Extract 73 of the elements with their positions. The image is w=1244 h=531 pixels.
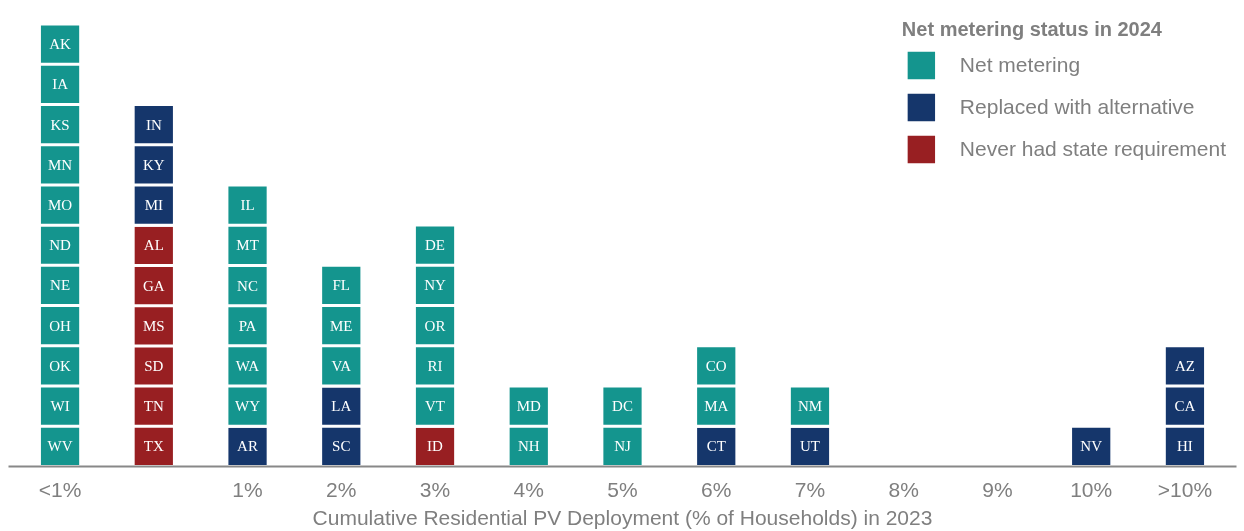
x-tick-label: >10% — [1157, 477, 1213, 501]
legend-label: Never had state requirement — [959, 137, 1226, 161]
annotation: NM — [797, 398, 823, 415]
x-tick-label: 2% — [326, 477, 357, 501]
annotation: ME — [330, 317, 353, 334]
annotation: ID — [427, 438, 444, 455]
annotation: NV — [1080, 438, 1103, 455]
annotation: MD — [516, 398, 542, 415]
legend-label: Replaced with alternative — [959, 95, 1195, 119]
x-tick-label: 6% — [701, 477, 732, 501]
annotation: NJ — [614, 438, 631, 455]
x-tick-label: 8% — [888, 477, 919, 501]
annotation: NE — [50, 277, 71, 294]
annotation: WI — [50, 398, 70, 415]
annotation: AK — [49, 36, 72, 53]
annotation: RI — [427, 357, 443, 374]
annotation: AR — [237, 438, 258, 455]
x-tick-label: <1% — [38, 477, 82, 501]
annotation: NH — [517, 438, 540, 455]
x-tick-label: 1% — [232, 477, 263, 501]
annotation: KS — [50, 116, 70, 133]
annotation: VT — [425, 398, 446, 415]
annotation: MI — [144, 197, 163, 214]
annotation: CA — [1174, 398, 1196, 415]
annotation: DE — [425, 237, 446, 254]
annotation: AZ — [1174, 357, 1195, 374]
bar — [506, 384, 551, 467]
annotation: WV — [47, 438, 73, 455]
annotation: PA — [238, 317, 257, 334]
annotation: MN — [47, 156, 73, 173]
annotation: CT — [706, 438, 726, 455]
annotation: MT — [236, 237, 259, 254]
annotation: IL — [240, 197, 255, 214]
annotation: AL — [143, 237, 164, 254]
bar — [600, 384, 645, 467]
annotation: HI — [1177, 438, 1193, 455]
legend-label: Net metering — [959, 53, 1081, 77]
annotation: KY — [142, 156, 165, 173]
annotation: VA — [331, 357, 352, 374]
annotation: LA — [331, 398, 352, 415]
annotation: TN — [143, 398, 164, 415]
x-tick-label: 7% — [794, 477, 826, 501]
annotation: FL — [332, 277, 351, 294]
x-tick-label: 5% — [607, 477, 638, 501]
x-tick-label: 10% — [1070, 477, 1113, 501]
x-axis-title: Cumulative Residential PV Deployment (% of Households) in 2023 — [312, 505, 933, 529]
annotation: CO — [705, 357, 727, 374]
annotation: OK — [49, 357, 72, 374]
annotation: OH — [49, 317, 72, 334]
annotation: WA — [235, 357, 260, 374]
annotation: IA — [52, 76, 69, 93]
x-tick-label: 9% — [982, 477, 1013, 501]
annotation: DC — [612, 398, 633, 415]
x-tick-label: 4% — [513, 477, 544, 501]
bar — [1162, 344, 1208, 467]
annotation: NC — [237, 277, 258, 294]
annotation: OR — [424, 317, 446, 334]
annotation: NY — [424, 277, 447, 294]
annotation: MA — [704, 398, 729, 415]
annotation: GA — [142, 277, 165, 294]
annotation: SD — [144, 358, 164, 375]
annotation: IN — [145, 116, 162, 133]
annotation: TX — [143, 438, 164, 455]
bar — [37, 22, 83, 467]
bar — [1069, 424, 1114, 467]
annotation: SC — [332, 438, 351, 455]
x-tick-label: 3% — [419, 477, 451, 501]
annotation: UT — [799, 438, 820, 455]
annotation: ND — [49, 237, 72, 254]
legend-title: Net metering status in 2024 — [901, 18, 1163, 41]
annotation: MS — [142, 317, 165, 334]
annotation: MO — [47, 197, 73, 214]
annotation: WY — [235, 398, 261, 415]
